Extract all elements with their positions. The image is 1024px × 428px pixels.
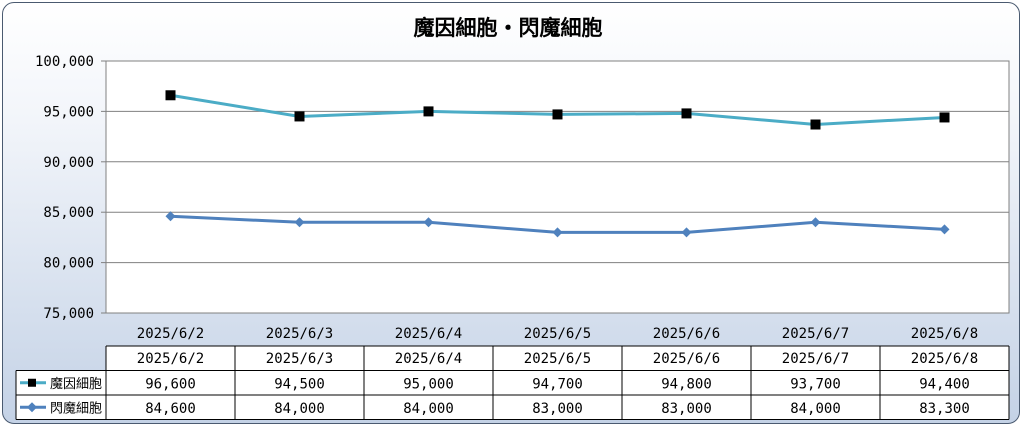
table-value-cell: 84,000 <box>403 401 454 417</box>
data-point <box>294 111 305 122</box>
table-value-cell: 84,000 <box>790 401 841 417</box>
chart-title: 魔因細胞・閃魔細胞 <box>414 16 603 40</box>
y-tick-label: 100,000 <box>35 54 94 70</box>
data-table: 2025/6/2 2025/6/3 2025/6/4 2025/6/5 2025/6/6… <box>15 345 1010 420</box>
data-point <box>810 217 821 228</box>
y-tick-label: 85,000 <box>43 205 94 221</box>
table-value-cell: 93,700 <box>790 377 841 393</box>
legend-marker <box>27 402 37 413</box>
table-value-cell: 94,500 <box>274 377 325 393</box>
data-point <box>552 227 563 238</box>
x-tick-label: 2025/6/7 <box>782 326 849 342</box>
data-point <box>165 211 176 222</box>
table-value-cell: 94,400 <box>919 377 970 393</box>
legend-marker <box>28 378 36 387</box>
y-axis: 100,000 95,000 90,000 85,000 80,000 75,000 <box>35 54 106 322</box>
table-header-cell: 2025/6/8 <box>911 351 978 367</box>
data-point <box>423 106 434 117</box>
table-header-cell: 2025/6/6 <box>653 351 720 367</box>
table-value-cell: 94,700 <box>532 377 583 393</box>
legend-label: 閃魔細胞 <box>50 401 102 416</box>
x-tick-label: 2025/6/8 <box>911 326 978 342</box>
data-point <box>939 112 950 123</box>
x-tick-label: 2025/6/6 <box>653 326 720 342</box>
table-value-cell: 94,800 <box>661 377 712 393</box>
y-tick-label: 80,000 <box>43 256 94 272</box>
table-header-cell: 2025/6/5 <box>524 351 591 367</box>
data-point <box>810 119 821 130</box>
table-value-cell: 84,600 <box>145 401 196 417</box>
x-tick-label: 2025/6/5 <box>524 326 591 342</box>
data-point <box>294 217 305 228</box>
data-point <box>681 108 692 119</box>
data-point <box>681 227 692 238</box>
data-point <box>165 90 176 101</box>
table-value-cell: 83,000 <box>661 401 712 417</box>
table-header-cell: 2025/6/3 <box>266 351 333 367</box>
y-tick-label: 75,000 <box>43 306 94 322</box>
table-header-cell: 2025/6/4 <box>395 351 462 367</box>
table-value-cell: 83,300 <box>919 401 970 417</box>
legend-label: 魔因細胞 <box>50 377 102 392</box>
table-header-cell: 2025/6/2 <box>137 351 204 367</box>
y-tick-label: 95,000 <box>43 104 94 120</box>
table-value-cell: 96,600 <box>145 377 196 393</box>
table-value-cell: 83,000 <box>532 401 583 417</box>
table-header-row <box>106 346 1009 371</box>
x-axis: 2025/6/2 2025/6/3 2025/6/4 2025/6/5 2025/6/6… <box>137 326 978 342</box>
plot-area <box>106 61 1009 313</box>
data-point <box>939 224 950 235</box>
plot-border <box>105 60 1010 314</box>
series-lines <box>165 90 950 238</box>
table-value-cell: 95,000 <box>403 377 454 393</box>
table-header-cell: 2025/6/7 <box>782 351 849 367</box>
data-point <box>552 109 563 120</box>
x-tick-label: 2025/6/3 <box>266 326 333 342</box>
x-tick-label: 2025/6/4 <box>395 326 462 342</box>
x-tick-label: 2025/6/2 <box>137 326 204 342</box>
table-value-cell: 84,000 <box>274 401 325 417</box>
data-point <box>423 217 434 228</box>
y-tick-label: 90,000 <box>43 155 94 171</box>
line-chart: 魔因細胞・閃魔細胞 100,000 95,000 90,000 85,000 80,00… <box>15 16 1010 420</box>
